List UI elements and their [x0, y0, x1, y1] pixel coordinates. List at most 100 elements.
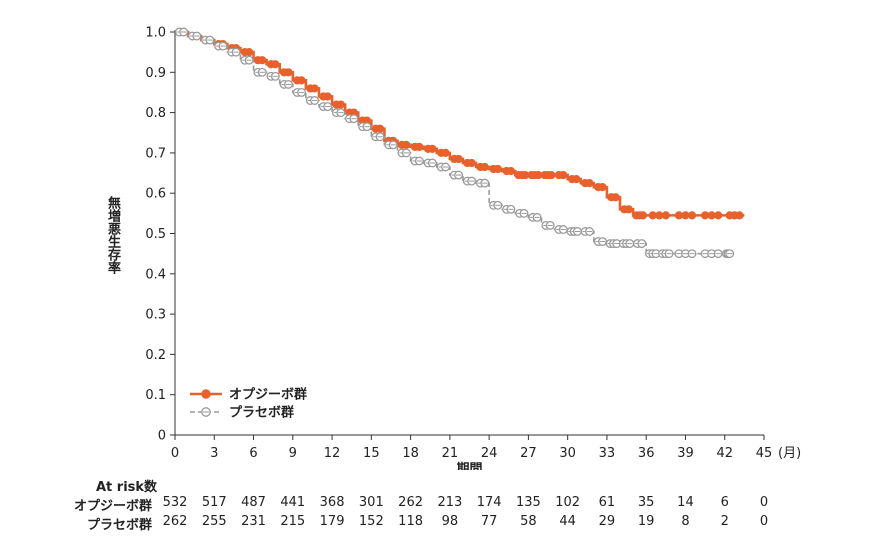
- risk-table-title: At risk数: [96, 480, 158, 495]
- censor-marker: [310, 84, 319, 93]
- risk-value: 58: [520, 514, 537, 529]
- censor-marker: [493, 164, 502, 174]
- censor-marker: [572, 174, 581, 184]
- censor-marker: [735, 211, 744, 220]
- risk-row-label: プラセボ群: [86, 518, 152, 533]
- y-tick-label: 0.9: [145, 66, 166, 81]
- censor-marker: [258, 56, 267, 65]
- censor-marker: [547, 170, 556, 180]
- censor-marker: [611, 193, 620, 202]
- x-tick-label: 39: [677, 446, 694, 461]
- censor-marker: [559, 170, 568, 180]
- risk-value: 152: [358, 514, 384, 529]
- x-tick-label: 21: [442, 446, 459, 461]
- x-tick-label: 12: [324, 446, 341, 461]
- x-unit-label: (月): [778, 446, 801, 461]
- x-tick-label: 27: [520, 446, 537, 461]
- censor-marker: [284, 68, 293, 77]
- censor-marker: [415, 142, 424, 151]
- risk-value: 231: [241, 514, 266, 529]
- risk-value: 213: [437, 495, 463, 510]
- y-tick-label: 0.8: [145, 106, 166, 121]
- x-tick-label: 45: [756, 446, 773, 461]
- axes: 00.10.20.30.40.50.60.70.80.91.00 3 6 9 12 15 1…: [145, 26, 801, 471]
- risk-value: 532: [162, 495, 188, 510]
- censor-marker: [323, 92, 332, 101]
- y-axis-label: 無増悪生存率: [105, 196, 120, 274]
- risk-value: 487: [241, 495, 266, 510]
- risk-value: 29: [598, 514, 616, 529]
- series-line: [175, 31, 732, 255]
- censor-marker: [638, 211, 648, 220]
- censor-marker: [598, 183, 607, 192]
- risk-value: 215: [280, 514, 306, 529]
- legend-label: オプジーボ群: [229, 387, 307, 403]
- y-tick-label: 0.7: [145, 146, 166, 161]
- risk-row-label: オプジーボ群: [73, 499, 152, 514]
- series-layer: [174, 27, 745, 259]
- legend-marker: [201, 389, 211, 399]
- y-tick-label: 0.5: [145, 227, 166, 242]
- censor-marker: [467, 158, 476, 168]
- risk-value: 44: [559, 514, 576, 529]
- x-tick-label: 9: [289, 446, 297, 461]
- risk-value: 98: [441, 514, 459, 529]
- censor-marker: [441, 148, 450, 157]
- risk-value: 262: [398, 495, 424, 510]
- risk-value: 19: [637, 514, 655, 529]
- risk-value: 517: [201, 495, 227, 510]
- censor-marker: [245, 48, 254, 57]
- y-tick-label: 0.4: [145, 267, 166, 282]
- risk-value: 77: [480, 514, 498, 529]
- censor-marker: [506, 166, 516, 176]
- x-tick-label: 42: [716, 446, 733, 461]
- censor-marker: [454, 154, 463, 164]
- x-tick-label: 33: [599, 446, 616, 461]
- censor-marker: [271, 60, 280, 69]
- y-tick-label: 0.1: [145, 388, 166, 403]
- x-axis-label: 期間: [456, 462, 482, 470]
- risk-value: 6: [720, 495, 729, 510]
- risk-value: 0: [759, 495, 769, 510]
- y-tick-label: 1.0: [145, 26, 166, 41]
- x-tick-label: 24: [481, 446, 498, 461]
- risk-value: 118: [398, 514, 424, 529]
- x-tick-label: 18: [402, 446, 419, 461]
- risk-value: 301: [358, 495, 384, 510]
- censor-marker: [687, 211, 697, 220]
- legend-label: プラセボ群: [229, 405, 294, 421]
- censor-marker: [585, 179, 594, 188]
- risk-value: 368: [319, 495, 345, 510]
- y-tick-label: 0.6: [145, 187, 166, 202]
- survival-chart: 00.10.20.30.40.50.60.70.80.91.00 3 6 9 12 15 1…: [145, 26, 801, 471]
- series-opdivo: [175, 27, 745, 220]
- censor-marker: [714, 211, 723, 220]
- risk-value: 102: [555, 495, 581, 510]
- risk-value: 0: [759, 514, 769, 529]
- risk-value: 14: [677, 495, 694, 510]
- risk-value: 441: [280, 495, 306, 510]
- risk-value: 61: [598, 495, 616, 510]
- risk-value: 174: [476, 495, 502, 510]
- y-tick-label: 0: [158, 429, 166, 444]
- x-tick-label: 15: [363, 446, 380, 461]
- risk-value: 262: [162, 514, 188, 529]
- risk-value: 135: [515, 495, 541, 510]
- censor-marker: [297, 76, 306, 85]
- risk-value: 179: [319, 514, 345, 529]
- censor-marker: [624, 205, 633, 214]
- censor-marker: [402, 140, 411, 149]
- y-tick-label: 0.2: [145, 348, 166, 363]
- x-tick-label: 36: [638, 446, 655, 461]
- x-tick-label: 0: [171, 446, 179, 461]
- censor-marker: [480, 162, 489, 172]
- censor-marker: [336, 100, 345, 109]
- risk-value: 8: [681, 514, 690, 529]
- censor-marker: [428, 144, 437, 153]
- censor-marker: [375, 124, 385, 133]
- series-placebo: [174, 27, 735, 259]
- risk-value: 35: [637, 495, 655, 510]
- censor-marker: [661, 211, 670, 220]
- x-tick-label: 30: [559, 446, 576, 461]
